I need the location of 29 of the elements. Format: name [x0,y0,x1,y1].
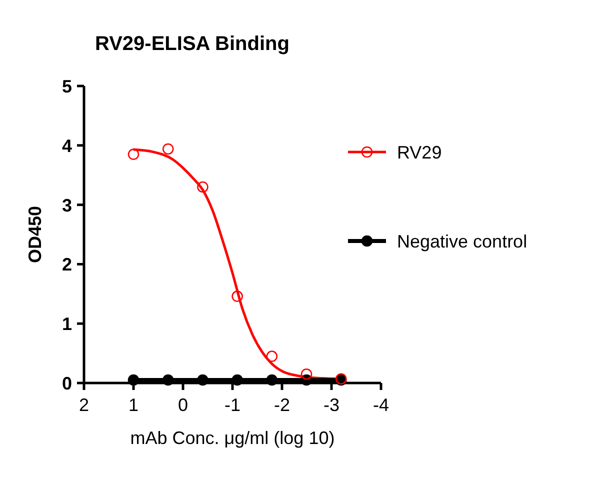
legend-label: RV29 [397,142,442,162]
point [232,374,243,386]
point [266,374,278,386]
y-tick-label: 2 [62,254,72,275]
point [162,374,174,386]
x-tick-label: -1 [224,395,241,415]
point [197,374,208,386]
x-axis-title: mAb Conc. μg/ml (log 10) [130,428,335,448]
chart-title: RV29-ELISA Binding [95,33,290,55]
point [162,143,174,155]
y-tick-label: 4 [62,136,72,156]
x-tick-label: 0 [178,395,188,415]
point [266,350,278,362]
point [300,368,312,380]
y-tick-label: 5 [62,76,72,96]
y-axis-title: OD450 [25,206,45,264]
x-tick-label: 1 [128,395,139,415]
x-tick-label: -3 [323,395,340,415]
y-tick-label: 3 [62,195,72,216]
legend-label: Negative control [397,231,528,252]
y-tick-label: 0 [62,373,72,394]
x-tick-label: -2 [274,395,290,415]
point [128,148,140,160]
x-tick-label: -4 [372,395,390,415]
x-tick-label: 2 [78,395,90,415]
point [197,181,208,193]
point [128,374,140,386]
point [232,290,243,302]
y-tick-label: 1 [62,314,72,334]
